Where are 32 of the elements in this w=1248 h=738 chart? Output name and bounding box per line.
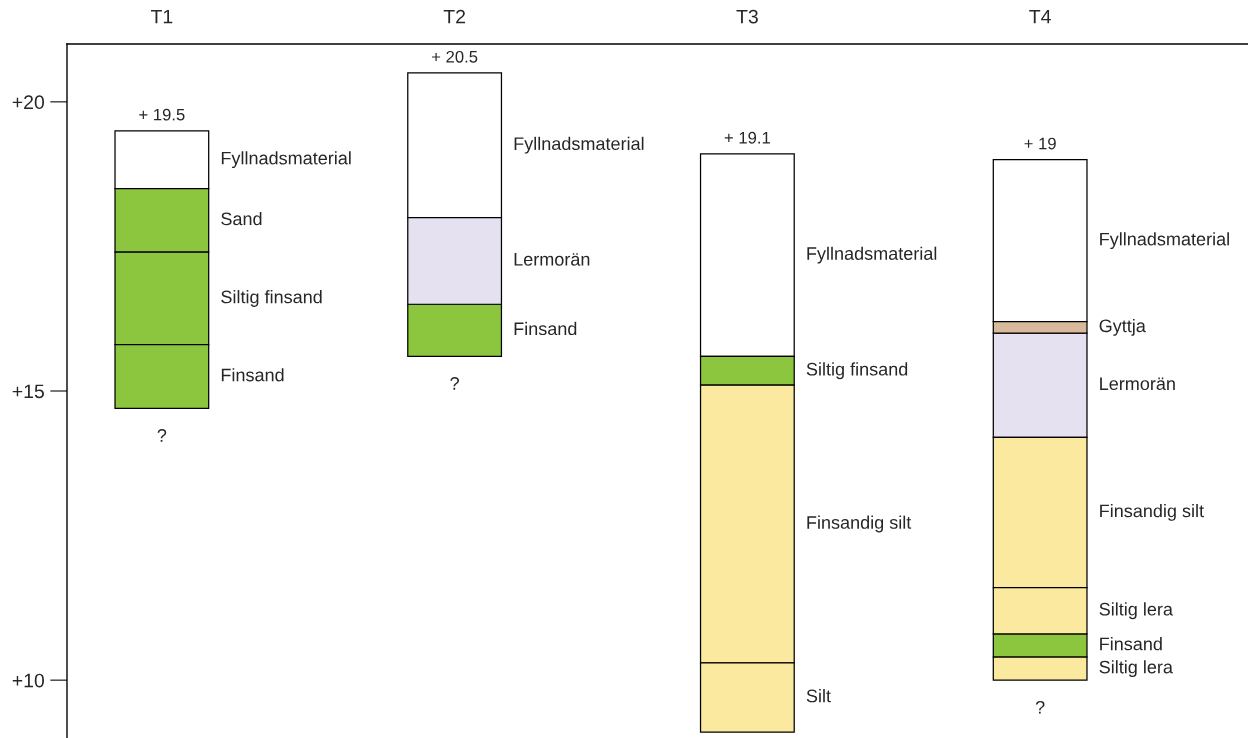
x-tick-label: T2 [443,9,465,24]
series-label: Finsand [221,368,284,382]
series-label: Lermorän [514,253,590,266]
annotation: + 19.1 [724,131,770,144]
series-label: Siltig lera [1099,602,1173,620]
x-tick-label: T1 [150,9,173,24]
text: Fyllnadsmaterial [1100,232,1229,250]
series-label: Finsandig silt [807,515,912,533]
annotation: + 19 [1024,137,1056,150]
series-label: Siltig lera [1099,660,1173,678]
text: Finsand [1100,637,1162,651]
x-tick-label: T3 [736,9,758,24]
series-label: Siltig finsand [806,362,908,380]
text: Fyllnadsmaterial [221,151,351,169]
y-tick-label: +15 [12,384,44,399]
x-tick-label: T4 [1029,9,1051,24]
text: Lermorän [1100,377,1175,391]
annotation: + 20.5 [432,50,478,63]
series-label: Silt [806,689,831,703]
y-tick-label: +10 [12,673,45,688]
annotation: + 19.5 [139,108,185,121]
text: Finsandig silt [1100,504,1204,521]
y-tick-label: +20 [12,95,45,110]
text: Fyllnadsmaterial [514,136,644,154]
series-label: Fyllnadsmaterial [807,246,937,264]
annotation: ? [450,377,459,390]
text: Finsand [514,321,577,336]
annotation: ? [157,429,167,442]
text: Siltig finsand [221,290,322,307]
series-label: Gyttja [1099,318,1146,336]
annotation: ? [1035,700,1045,714]
series-label: Sand [221,211,262,226]
